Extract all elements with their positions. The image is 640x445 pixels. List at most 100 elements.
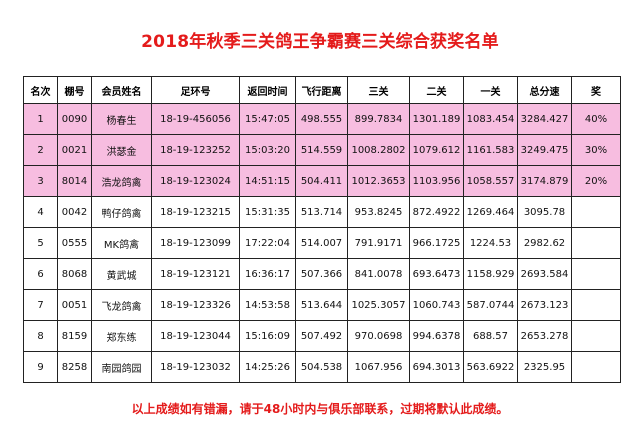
cell-ring: 18-19-123024: [151, 165, 240, 197]
cell-stage2: 966.1725: [409, 227, 464, 259]
cell-distance: 514.007: [295, 227, 348, 259]
table-row: 3 8014 浩龙鸽禽 18-19-123024 14:51:15 504.41…: [23, 165, 621, 197]
cell-prize: [571, 320, 621, 352]
cell-stage3: 791.9171: [347, 227, 410, 259]
cell-rank: 4: [23, 196, 58, 228]
table-row: 6 8068 黄武城 18-19-123121 16:36:17 507.366…: [23, 258, 621, 290]
cell-prize: 40%: [571, 103, 621, 135]
cell-rank: 6: [23, 258, 58, 290]
cell-loft: 8014: [57, 165, 92, 197]
cell-distance: 507.366: [295, 258, 348, 290]
cell-time: 15:31:35: [239, 196, 296, 228]
cell-loft: 0051: [57, 289, 92, 321]
col-header-time: 返回时间: [239, 76, 296, 104]
cell-rank: 8: [23, 320, 58, 352]
cell-stage3: 899.7834: [347, 103, 410, 135]
cell-stage2: 994.6378: [409, 320, 464, 352]
cell-time: 16:36:17: [239, 258, 296, 290]
cell-stage3: 1067.956: [347, 351, 410, 383]
cell-time: 15:03:20: [239, 134, 296, 166]
cell-ring: 18-19-123252: [151, 134, 240, 166]
cell-distance: 513.714: [295, 196, 348, 228]
cell-stage2: 872.4922: [409, 196, 464, 228]
cell-name: MK鸽禽: [91, 227, 152, 259]
cell-name: 杨春生: [91, 103, 152, 135]
col-header-rank: 名次: [23, 76, 58, 104]
col-header-stage3: 三关: [347, 76, 410, 104]
cell-name: 洪瑟金: [91, 134, 152, 166]
col-header-distance: 飞行距离: [295, 76, 348, 104]
cell-distance: 498.555: [295, 103, 348, 135]
cell-stage1: 1224.53: [463, 227, 518, 259]
col-header-stage2: 二关: [409, 76, 464, 104]
cell-name: 浩龙鸽禽: [91, 165, 152, 197]
cell-loft: 0090: [57, 103, 92, 135]
cell-ring: 18-19-123044: [151, 320, 240, 352]
table-row: 5 0555 MK鸽禽 18-19-123099 17:22:04 514.00…: [23, 227, 621, 259]
cell-time: 14:25:26: [239, 351, 296, 383]
cell-time: 17:22:04: [239, 227, 296, 259]
cell-total: 3095.78: [517, 196, 572, 228]
col-header-loft: 棚号: [57, 76, 92, 104]
col-header-name: 会员姓名: [91, 76, 152, 104]
table-row: 7 0051 飞龙鸽禽 18-19-123326 14:53:58 513.64…: [23, 289, 621, 321]
cell-rank: 2: [23, 134, 58, 166]
cell-stage3: 841.0078: [347, 258, 410, 290]
header-row: 名次 棚号 会员姓名 足环号 返回时间 飞行距离 三关 二关 一关 总分速 奖: [23, 76, 621, 104]
cell-ring: 18-19-123121: [151, 258, 240, 290]
cell-stage1: 587.0744: [463, 289, 518, 321]
table-row: 8 8159 郑东练 18-19-123044 15:16:09 507.492…: [23, 320, 621, 352]
cell-stage1: 1269.464: [463, 196, 518, 228]
cell-loft: 0555: [57, 227, 92, 259]
cell-name: 郑东练: [91, 320, 152, 352]
cell-distance: 514.559: [295, 134, 348, 166]
cell-name: 鸭仔鸽禽: [91, 196, 152, 228]
cell-stage2: 1103.956: [409, 165, 464, 197]
table-row: 4 0042 鸭仔鸽禽 18-19-123215 15:31:35 513.71…: [23, 196, 621, 228]
cell-distance: 504.411: [295, 165, 348, 197]
cell-time: 14:51:15: [239, 165, 296, 197]
cell-total: 2325.95: [517, 351, 572, 383]
cell-rank: 1: [23, 103, 58, 135]
table-row: 2 0021 洪瑟金 18-19-123252 15:03:20 514.559…: [23, 134, 621, 166]
cell-prize: 20%: [571, 165, 621, 197]
cell-total: 2673.123: [517, 289, 572, 321]
cell-stage3: 953.8245: [347, 196, 410, 228]
cell-stage2: 1301.189: [409, 103, 464, 135]
cell-loft: 8159: [57, 320, 92, 352]
cell-stage3: 1008.2802: [347, 134, 410, 166]
cell-total: 2982.62: [517, 227, 572, 259]
cell-stage1: 1058.557: [463, 165, 518, 197]
cell-stage2: 1079.612: [409, 134, 464, 166]
cell-total: 3284.427: [517, 103, 572, 135]
cell-stage1: 563.6922: [463, 351, 518, 383]
col-header-ring: 足环号: [151, 76, 240, 104]
cell-prize: [571, 258, 621, 290]
cell-prize: [571, 351, 621, 383]
cell-loft: 8258: [57, 351, 92, 383]
cell-name: 黄武城: [91, 258, 152, 290]
cell-rank: 5: [23, 227, 58, 259]
table-row: 1 0090 杨春生 18-19-456056 15:47:05 498.555…: [23, 103, 621, 135]
cell-stage1: 1161.583: [463, 134, 518, 166]
cell-name: 南园鸽园: [91, 351, 152, 383]
cell-total: 3249.475: [517, 134, 572, 166]
cell-rank: 7: [23, 289, 58, 321]
col-header-stage1: 一关: [463, 76, 518, 104]
cell-total: 2693.584: [517, 258, 572, 290]
page-title: 2018年秋季三关鸽王争霸赛三关综合获奖名单: [141, 32, 499, 52]
table-row: 9 8258 南园鸽园 18-19-123032 14:25:26 504.53…: [23, 351, 621, 383]
cell-stage1: 1083.454: [463, 103, 518, 135]
cell-loft: 0021: [57, 134, 92, 166]
cell-stage2: 1060.743: [409, 289, 464, 321]
cell-stage1: 1158.929: [463, 258, 518, 290]
cell-stage2: 694.3013: [409, 351, 464, 383]
cell-time: 15:47:05: [239, 103, 296, 135]
cell-ring: 18-19-123215: [151, 196, 240, 228]
cell-rank: 3: [23, 165, 58, 197]
cell-stage3: 1012.3653: [347, 165, 410, 197]
results-table: 名次 棚号 会员姓名 足环号 返回时间 飞行距离 三关 二关 一关 总分速 奖 …: [23, 76, 621, 383]
cell-prize: [571, 227, 621, 259]
cell-time: 15:16:09: [239, 320, 296, 352]
cell-distance: 507.492: [295, 320, 348, 352]
